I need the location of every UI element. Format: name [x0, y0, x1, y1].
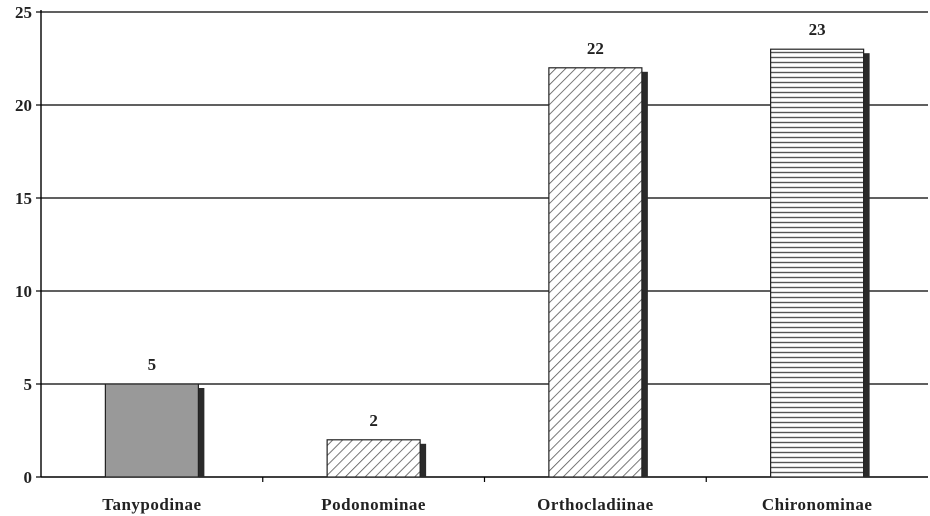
data-label: 2	[369, 411, 378, 430]
y-tick-label: 5	[24, 375, 33, 394]
bar-podonominae	[326, 439, 421, 478]
y-tick-label: 20	[15, 96, 32, 115]
y-tick-label: 10	[15, 282, 32, 301]
y-tick-label: 15	[15, 189, 32, 208]
x-tick-label: Podonominae	[321, 495, 426, 514]
data-label: 22	[587, 39, 604, 58]
x-tick-label: Chironominae	[762, 495, 873, 514]
y-tick-label: 0	[24, 468, 33, 487]
bars	[104, 48, 870, 478]
data-label: 5	[148, 355, 157, 374]
data-label: 23	[809, 20, 826, 39]
x-tick-label: Tanypodinae	[102, 495, 201, 514]
bar-chironominae	[770, 48, 865, 478]
bar-orthocladiinae	[548, 67, 643, 478]
y-tick-label: 25	[15, 3, 32, 22]
labels: 0 5 10 15 20 25 5 Tanypodinae 2 Podonominae 22 Orth…	[15, 3, 872, 514]
bar-tanypodinae	[104, 383, 199, 478]
x-tick-label: Orthocladiinae	[537, 495, 654, 514]
